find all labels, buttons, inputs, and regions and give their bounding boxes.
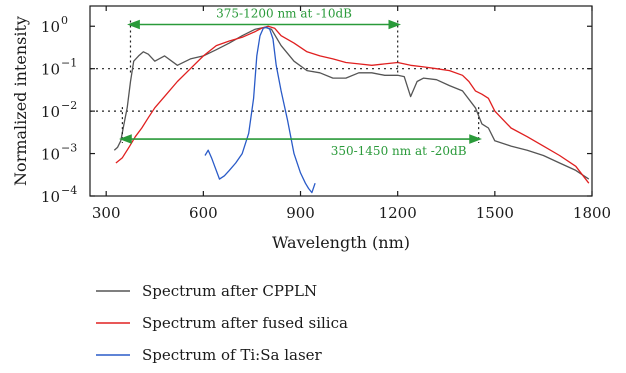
- y-tick-exponent: −4: [61, 184, 77, 197]
- reference-lines: [90, 68, 592, 112]
- x-tick-label: 600: [189, 204, 218, 222]
- annotation-label: 375-1200 nm at -10dB: [216, 6, 352, 20]
- x-axis-label: Wavelength (nm): [272, 233, 410, 252]
- y-tick-exponent: −3: [61, 142, 77, 155]
- series-layer: [113, 25, 590, 194]
- x-tick-label: 900: [286, 204, 315, 222]
- annotation-label: 350-1450 nm at -20dB: [331, 144, 467, 158]
- y-tick-exponent: 0: [61, 14, 68, 27]
- x-tick-label: 1800: [573, 204, 611, 222]
- y-axis-label: Normalized intensity: [11, 16, 30, 186]
- legend: Spectrum after CPPLN Spectrum after fused…: [96, 282, 348, 364]
- y-tick-exponent: −2: [61, 99, 77, 112]
- y-tick-label: 10: [41, 61, 60, 79]
- x-tick-label: 300: [92, 204, 121, 222]
- plot-frame: [89, 5, 593, 197]
- y-tick-label: 10: [41, 18, 60, 36]
- y-tick-label: 10: [41, 103, 60, 121]
- legend-label: Spectrum after CPPLN: [142, 282, 317, 300]
- y-tick-exponent: −1: [61, 57, 77, 70]
- legend-label: Spectrum after fused silica: [142, 314, 348, 332]
- y-tick-label: 10: [41, 146, 60, 164]
- series-line-1: [113, 26, 590, 180]
- y-tick-label: 10: [41, 188, 60, 206]
- x-tick-label: 1500: [476, 204, 514, 222]
- series-line-3: [204, 26, 316, 194]
- series-line-2: [115, 25, 590, 184]
- legend-label: Spectrum of Ti:Sa laser: [142, 346, 323, 364]
- x-tick-label: 1200: [379, 204, 417, 222]
- annotation-layer: 375-1200 nm at -10dB 350-1450 nm at -20dB: [118, 6, 483, 158]
